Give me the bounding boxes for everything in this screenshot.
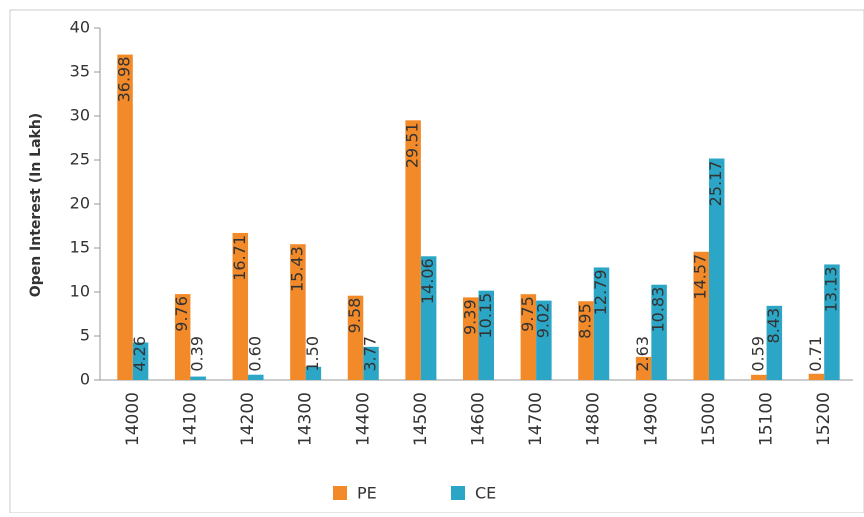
data-label: 10.15: [476, 293, 495, 339]
x-tick-label: 15000: [699, 392, 719, 446]
bar: [824, 264, 840, 380]
data-label: 13.13: [821, 266, 840, 312]
legend-label: PE: [357, 484, 377, 503]
bar: [132, 342, 149, 380]
data-label: 3.77: [361, 336, 380, 372]
bar: [635, 356, 652, 380]
data-label: 9.39: [460, 299, 479, 335]
bar: [593, 267, 610, 380]
bar: [420, 256, 437, 380]
bar: [232, 232, 249, 380]
data-label: 0.39: [188, 336, 207, 372]
data-label: 0.60: [245, 336, 264, 372]
data-label: 4.26: [130, 336, 149, 372]
data-label: 14.06: [418, 258, 437, 304]
data-label: 36.98: [115, 57, 134, 103]
data-label: 14.57: [691, 254, 710, 300]
x-tick-label: 15100: [757, 392, 777, 446]
y-tick-label: 30: [70, 106, 90, 125]
bar: [536, 300, 552, 380]
bar: [190, 376, 206, 380]
data-label: 2.63: [633, 336, 652, 372]
y-axis-label: Open Interest (In Lakh): [28, 113, 44, 297]
x-tick-label: 15200: [814, 392, 834, 446]
bar: [305, 366, 322, 380]
bar: [766, 305, 783, 380]
data-label: 9.02: [533, 303, 552, 339]
x-tick-label: 14300: [296, 392, 316, 446]
y-tick-label: 40: [70, 18, 90, 37]
data-label: 29.51: [403, 122, 422, 168]
data-label: 25.17: [706, 161, 725, 207]
data-label: 10.83: [649, 287, 668, 333]
data-label: 9.75: [518, 296, 537, 332]
x-tick-label: 14800: [584, 392, 604, 446]
bar: [347, 295, 364, 380]
data-label: 12.79: [591, 269, 610, 315]
bar: [708, 158, 725, 380]
y-tick-label: 35: [70, 62, 90, 81]
bar: [693, 251, 709, 380]
data-label: 0.71: [806, 336, 825, 372]
data-label: 15.43: [287, 246, 306, 292]
x-tick-label: 14100: [180, 392, 200, 446]
data-label: 16.71: [230, 235, 249, 281]
y-tick-label: 15: [70, 238, 90, 257]
bar: [478, 290, 494, 380]
bar: [578, 301, 594, 380]
data-label: 9.76: [172, 296, 191, 332]
bar: [520, 294, 537, 380]
x-tick-label: 14400: [353, 392, 373, 446]
data-label: 1.50: [303, 336, 322, 372]
bar: [651, 284, 667, 380]
bar: [463, 297, 479, 380]
x-tick-label: 14600: [469, 392, 489, 446]
y-tick-label: 25: [70, 150, 90, 169]
bar: [117, 54, 133, 381]
bar: [808, 373, 825, 380]
legend-label: CE: [475, 484, 496, 503]
y-tick-label: 10: [70, 282, 90, 301]
bar: [248, 374, 264, 380]
x-tick-label: 14700: [526, 392, 546, 446]
y-tick-label: 20: [70, 194, 90, 213]
data-label: 9.58: [345, 298, 364, 334]
data-label: 8.95: [575, 303, 594, 339]
x-tick-label: 14900: [641, 392, 661, 446]
bar: [363, 346, 379, 380]
y-tick-label: 5: [80, 326, 90, 345]
x-tick-label: 14200: [238, 392, 258, 446]
bar: [174, 294, 191, 380]
legend-swatch: [333, 486, 347, 500]
x-tick-label: 14500: [411, 392, 431, 446]
bar: [405, 120, 421, 380]
legend-swatch: [451, 486, 465, 500]
y-tick-label: 0: [80, 370, 90, 389]
bar: [290, 244, 306, 380]
bar: [751, 374, 767, 380]
data-label: 0.59: [748, 336, 767, 372]
x-tick-label: 14000: [123, 392, 143, 446]
data-label: 8.43: [764, 308, 783, 344]
